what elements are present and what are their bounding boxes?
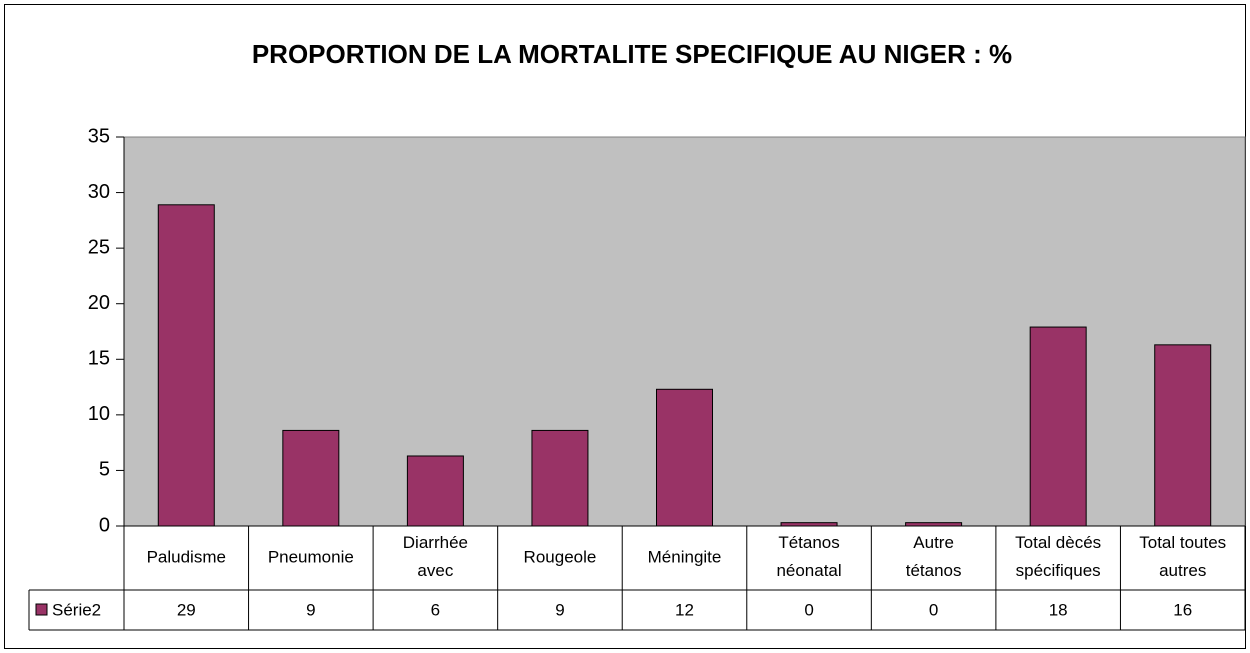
- y-tick-label: 25: [88, 236, 110, 258]
- y-tick-label: 5: [99, 459, 110, 481]
- x-tick-label: Méningite: [648, 547, 722, 566]
- table-value: 16: [1173, 600, 1192, 619]
- y-tick-label: 35: [88, 125, 110, 147]
- bar: [531, 429, 589, 527]
- table-value: 29: [177, 600, 196, 619]
- table-value: 6: [431, 600, 440, 619]
- x-tick-label: Total toutes autres: [1139, 533, 1226, 580]
- table-value: 9: [555, 600, 564, 619]
- bar: [780, 522, 838, 527]
- y-tick-label: 20: [88, 292, 110, 314]
- chart-title: PROPORTION DE LA MORTALITE SPECIFIQUE AU…: [252, 39, 1012, 69]
- bar: [1029, 326, 1087, 527]
- x-tick-label: Autre tétanos: [906, 533, 962, 580]
- x-tick-label: Paludisme: [147, 547, 226, 566]
- table-value: 18: [1049, 600, 1068, 619]
- bar: [282, 429, 340, 527]
- table-value: 0: [929, 600, 938, 619]
- x-tick-label: Rougeole: [524, 547, 597, 566]
- bar: [1154, 344, 1212, 527]
- bar: [157, 204, 215, 527]
- bar: [656, 388, 713, 527]
- table-value: 0: [804, 600, 813, 619]
- bar: [406, 455, 464, 527]
- bar: [905, 522, 963, 527]
- legend-swatch: [35, 603, 48, 616]
- y-tick-label: 30: [88, 181, 110, 203]
- table-value: 12: [675, 600, 694, 619]
- y-tick-label: 0: [99, 514, 110, 536]
- x-tick-label: Total dècés spécifiques: [1015, 533, 1101, 580]
- x-tick-label: Tétanos néonatal: [776, 533, 841, 580]
- x-tick-label: Pneumonie: [268, 547, 354, 566]
- y-tick-label: 15: [88, 348, 110, 370]
- legend-label: Série2: [52, 600, 101, 619]
- table-value: 9: [306, 600, 315, 619]
- y-tick-label: 10: [88, 403, 110, 425]
- x-tick-label: Diarrhée avec: [403, 533, 468, 580]
